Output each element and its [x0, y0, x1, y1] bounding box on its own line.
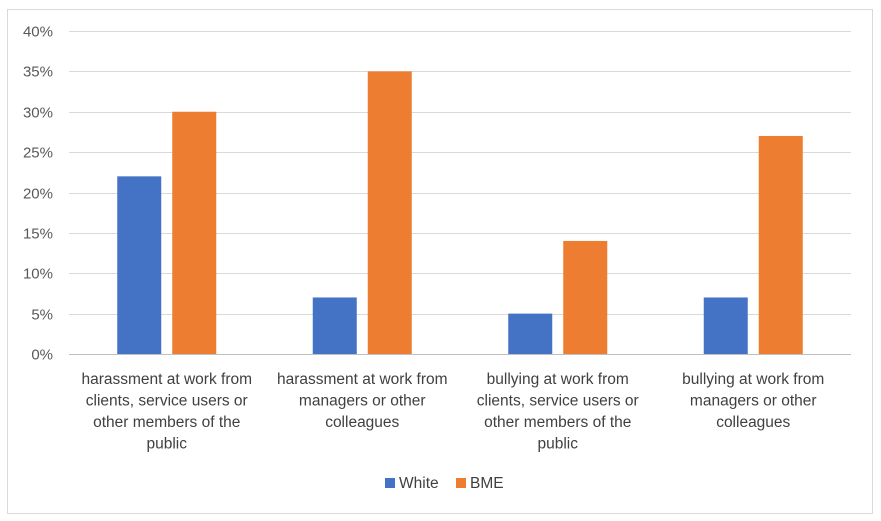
y-tick-label: 10%	[23, 266, 53, 283]
bar-bme-2	[367, 71, 412, 354]
category-label-line: colleagues	[716, 414, 790, 431]
category-label-line: colleagues	[325, 414, 399, 431]
category-label: harassment at work from clients, service …	[81, 371, 252, 453]
category-label-line: clients, service users or	[477, 393, 639, 410]
category-label: bullying at work from clients, service us…	[477, 371, 639, 453]
legend-label-bme: BME	[470, 475, 504, 492]
category-label: bullying at work from managers or other co…	[682, 371, 824, 431]
bar-bme-4	[758, 135, 803, 354]
category-label-line: bullying at work from	[682, 371, 824, 388]
category-label-line: public	[147, 436, 188, 453]
category-label-line: harassment at work from	[277, 371, 448, 388]
category-label-line: managers or other	[690, 393, 817, 410]
category-label-line: public	[538, 436, 579, 453]
bar-bme-1	[172, 111, 217, 354]
bar-white-2	[312, 297, 357, 354]
y-tick-label: 20%	[23, 186, 53, 203]
legend-swatch-white	[385, 478, 395, 488]
y-tick-label: 15%	[23, 226, 53, 243]
bar-white-4	[703, 297, 748, 354]
category-label: harassment at work from managers or other…	[277, 371, 448, 431]
legend-swatch-bme	[456, 478, 466, 488]
category-label-line: clients, service users or	[86, 393, 248, 410]
category-label-line: other members of the	[484, 414, 631, 431]
bar-bme-3	[563, 240, 608, 354]
y-tick-label: 30%	[23, 105, 53, 122]
y-tick-label: 25%	[23, 145, 53, 162]
y-tick-label: 40%	[23, 24, 53, 41]
legend-label-white: White	[399, 475, 439, 492]
category-label-line: managers or other	[299, 393, 426, 410]
y-tick-label: 35%	[23, 64, 53, 81]
category-label-line: bullying at work from	[487, 371, 629, 388]
bar-white-1	[117, 176, 162, 354]
y-tick-label: 0%	[31, 347, 53, 364]
bar-white-3	[508, 313, 553, 354]
category-label-line: other members of the	[93, 414, 240, 431]
y-tick-label: 5%	[31, 307, 53, 324]
category-label-line: harassment at work from	[81, 371, 252, 388]
